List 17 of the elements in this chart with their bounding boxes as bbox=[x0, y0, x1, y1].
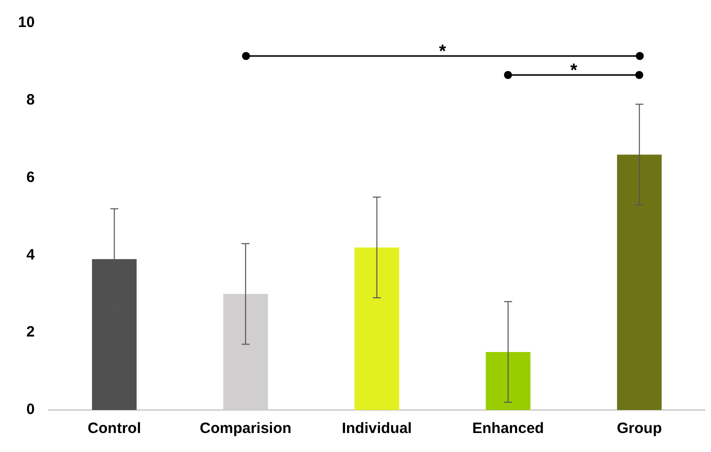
y-tick-label: 10 bbox=[18, 14, 35, 32]
y-tick-label: 6 bbox=[26, 168, 35, 186]
x-tick-label: Enhanced bbox=[472, 420, 544, 438]
annotation: * bbox=[570, 60, 578, 81]
y-tick-label: 0 bbox=[26, 401, 35, 418]
x-tick-label: Individual bbox=[342, 420, 412, 438]
bar bbox=[617, 154, 662, 410]
y-tick-label: 8 bbox=[26, 92, 35, 109]
bar bbox=[354, 247, 400, 410]
x-tick-label: Control bbox=[88, 420, 141, 438]
y-tick-label: 2 bbox=[26, 324, 35, 341]
bar bbox=[223, 294, 268, 410]
x-tick-label: Comparision bbox=[200, 420, 292, 438]
y-tick-label: 4 bbox=[26, 246, 36, 264]
x-tick-label: Group bbox=[616, 420, 662, 438]
bar bbox=[486, 352, 530, 410]
annotation: * bbox=[438, 41, 446, 62]
